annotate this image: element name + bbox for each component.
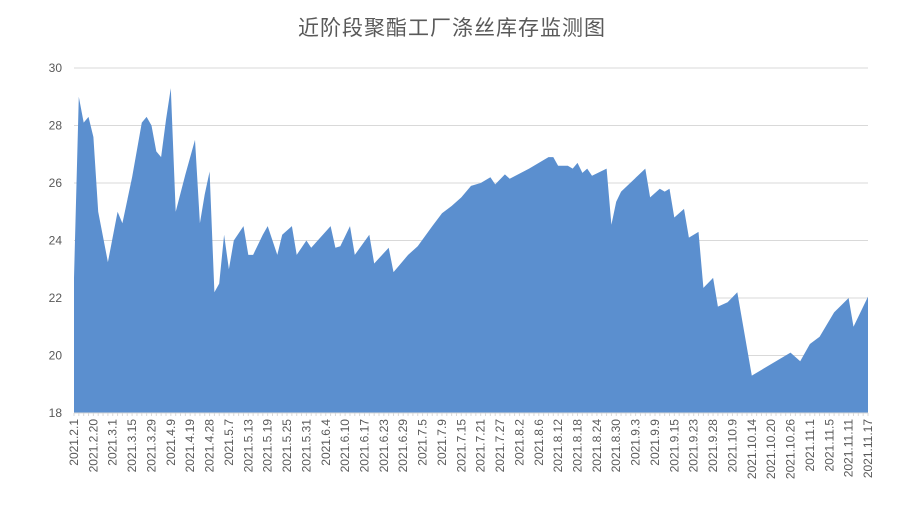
x-tick-label: 2021.10.26 [784,419,798,479]
x-tick-label: 2021.5.19 [261,419,275,473]
chart-title: 近阶段聚酯工厂涤丝库存监测图 [298,17,606,40]
x-tick-label: 2021.7.5 [416,419,430,466]
y-tick-label: 30 [49,61,63,75]
x-tick-label: 2021.5.31 [299,419,313,473]
x-tick-label: 2021.3.15 [125,419,139,473]
x-tick-label: 2021.2.20 [86,419,100,473]
x-tick-label: 2021.10.9 [725,419,739,473]
x-tick-label: 2021.11.1 [803,419,817,472]
x-tick-label: 2021.9.28 [706,419,720,473]
x-tick-label: 2021.11.5 [822,419,836,472]
y-tick-label: 24 [49,234,63,248]
y-tick-label: 22 [49,291,63,305]
x-tick-label: 2021.9.23 [687,419,701,473]
x-tick-label: 2021.5.25 [280,419,294,473]
y-tick-label: 20 [49,349,63,363]
x-tick-label: 2021.9.15 [667,419,681,473]
y-tick-label: 28 [49,119,63,133]
x-tick-label: 2021.8.30 [609,419,623,473]
x-tick-label: 2021.5.7 [222,419,236,466]
x-tick-label: 2021.9.9 [648,419,662,466]
x-tick-label: 2021.7.21 [474,419,488,473]
y-tick-labels: 18 20 22 24 26 28 30 [49,61,63,420]
x-tick-label: 2021.8.24 [590,419,604,473]
x-tick-label: 2021.6.17 [357,419,371,473]
x-tick-label: 2021.3.29 [144,419,158,473]
x-tick-label: 2021.11.11 [842,419,856,478]
x-tick-label: 2021.5.13 [241,419,255,473]
x-axis: 2021.2.1 2021.2.20 2021.3.1 2021.3.15 2021.3… [67,412,875,479]
inventory-area [74,88,868,413]
x-tick-label: 2021.3.1 [106,419,120,466]
y-tick-label: 18 [49,406,63,420]
x-tick-label: 2021.9.3 [629,419,643,466]
x-tick-label: 2021.11.17 [861,419,875,478]
x-tick-label: 2021.10.20 [764,419,778,479]
x-tick-label: 2021.7.9 [435,419,449,466]
x-tick-label: 2021.4.19 [183,419,197,473]
x-tick-label: 2021.6.10 [338,419,352,473]
x-tick-label: 2021.8.12 [551,419,565,473]
x-tick-label: 2021.8.2 [512,419,526,466]
x-tick-label: 2021.10.14 [745,419,759,479]
x-tick-label: 2021.4.9 [164,419,178,466]
x-tick-label: 2021.7.15 [454,419,468,473]
x-tick-label: 2021.8.6 [532,419,546,466]
y-tick-label: 26 [49,176,63,190]
x-tick-label: 2021.2.1 [67,419,81,466]
x-tick-label: 2021.6.4 [319,419,333,466]
x-tick-label: 2021.4.28 [203,419,217,473]
x-tick-label: 2021.7.27 [493,419,507,473]
x-tick-label: 2021.6.29 [396,419,410,473]
x-tick-label: 2021.8.18 [571,419,585,473]
x-tick-label: 2021.6.23 [377,419,391,473]
